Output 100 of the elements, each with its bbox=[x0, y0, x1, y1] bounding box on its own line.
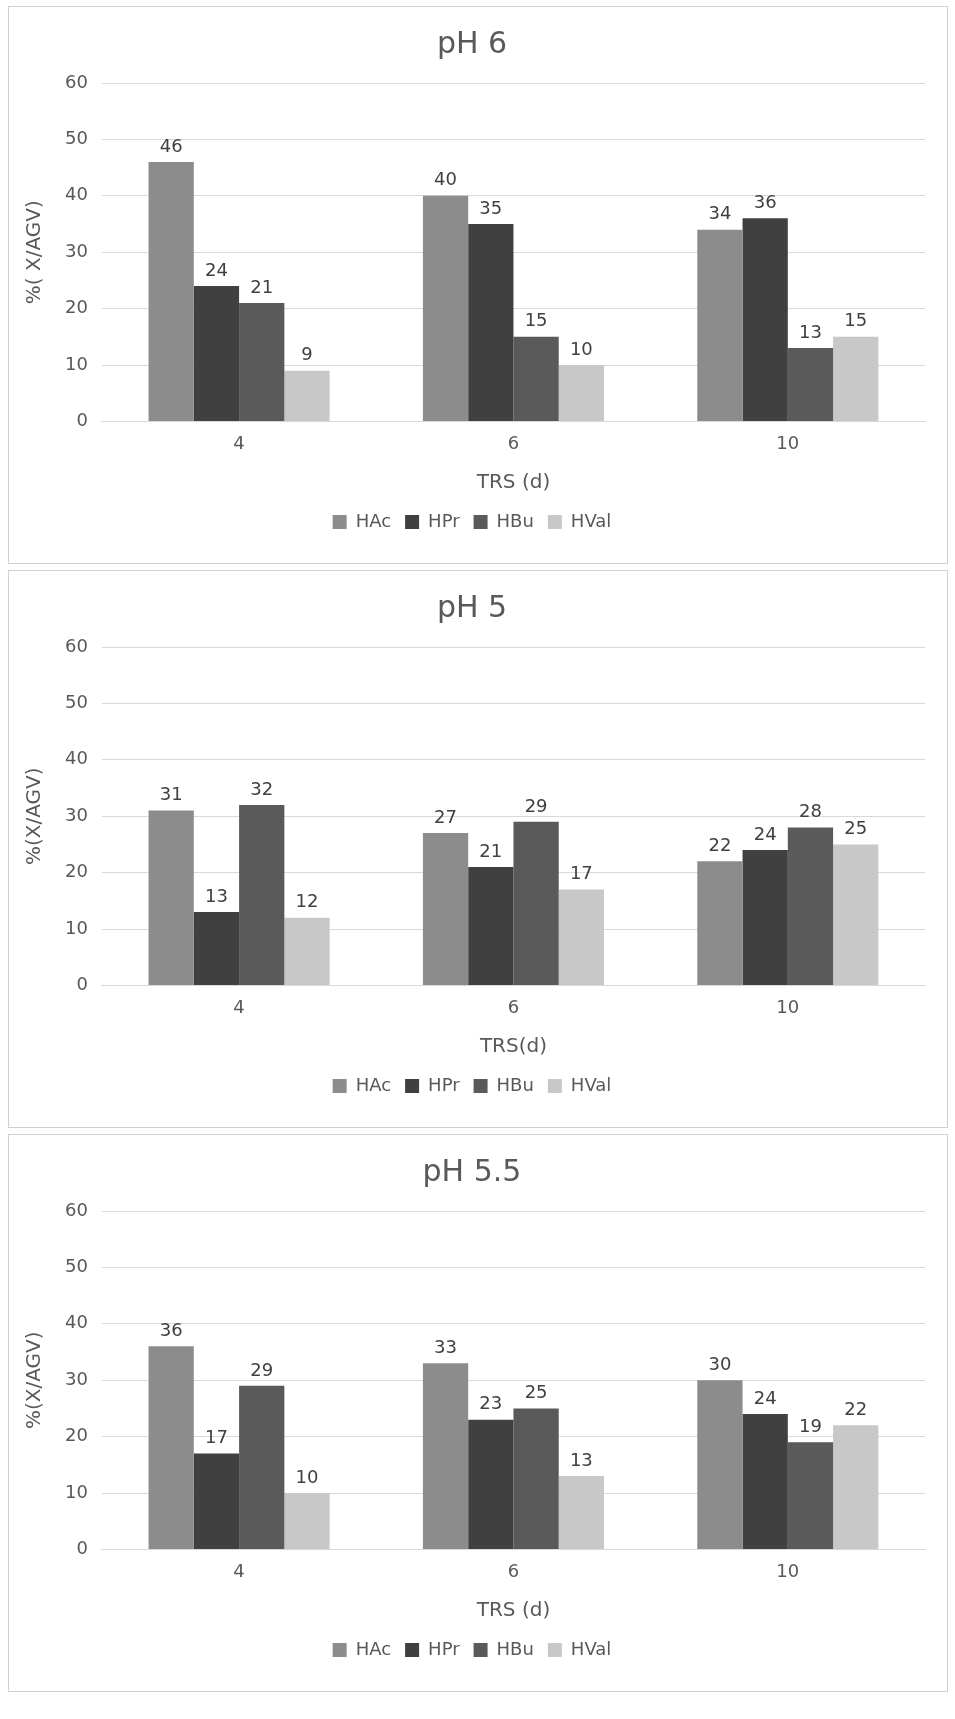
y-tick-label: 0 bbox=[76, 409, 88, 431]
x-tick-label: 6 bbox=[507, 431, 520, 453]
legend-label: HVal bbox=[570, 509, 612, 531]
y-tick-label: 10 bbox=[65, 352, 88, 374]
y-tick-label: 0 bbox=[76, 973, 88, 995]
y-axis-title: %(X/AGV) bbox=[21, 1331, 46, 1429]
data-label: 31 bbox=[159, 783, 183, 805]
data-label: 15 bbox=[844, 309, 868, 331]
data-label: 30 bbox=[708, 1352, 732, 1374]
y-tick-label: 40 bbox=[65, 183, 88, 205]
y-tick-label: 40 bbox=[65, 1311, 88, 1333]
data-label: 36 bbox=[753, 191, 777, 213]
data-label: 23 bbox=[479, 1392, 503, 1414]
bar bbox=[193, 286, 240, 421]
x-axis-title: TRS(d) bbox=[478, 1033, 548, 1058]
bar bbox=[239, 302, 285, 421]
bar bbox=[513, 1408, 559, 1549]
data-label: 24 bbox=[205, 258, 228, 280]
data-label: 17 bbox=[205, 1426, 228, 1448]
x-axis-title: TRS (d) bbox=[475, 469, 551, 494]
x-tick-label: 10 bbox=[776, 1559, 800, 1581]
data-label: 35 bbox=[479, 196, 503, 218]
legend-label: HBu bbox=[496, 509, 534, 531]
y-tick-label: 60 bbox=[65, 1198, 88, 1220]
y-tick-label: 60 bbox=[65, 70, 88, 92]
legend-label: HAc bbox=[355, 1637, 392, 1659]
legend-label: HAc bbox=[355, 509, 392, 531]
bar bbox=[148, 810, 194, 985]
bar bbox=[742, 1414, 788, 1549]
bar bbox=[697, 229, 743, 421]
x-tick-label: 4 bbox=[233, 995, 245, 1017]
data-label: 12 bbox=[295, 890, 319, 912]
data-label: 19 bbox=[799, 1414, 822, 1436]
y-tick-label: 50 bbox=[65, 127, 88, 149]
data-label: 10 bbox=[569, 337, 593, 359]
data-label: 25 bbox=[844, 817, 868, 839]
y-tick-label: 10 bbox=[65, 916, 88, 938]
bar bbox=[742, 850, 788, 985]
y-tick-label: 10 bbox=[65, 1480, 88, 1502]
data-label: 13 bbox=[799, 320, 822, 342]
data-label: 13 bbox=[569, 1448, 593, 1470]
bar bbox=[239, 804, 285, 985]
data-label: 21 bbox=[250, 275, 274, 297]
y-tick-label: 50 bbox=[65, 691, 88, 713]
chart-title: pH 6 bbox=[436, 24, 508, 60]
bar bbox=[513, 336, 559, 421]
bar bbox=[833, 1425, 879, 1549]
bar bbox=[742, 218, 788, 421]
bar bbox=[558, 889, 604, 985]
data-label: 22 bbox=[708, 833, 732, 855]
y-axis-title: %(X/AGV) bbox=[21, 767, 46, 865]
data-label: 29 bbox=[524, 794, 548, 816]
legend-label: HPr bbox=[428, 1637, 461, 1659]
y-tick-label: 20 bbox=[65, 1424, 88, 1446]
x-tick-label: 4 bbox=[233, 431, 245, 453]
bar bbox=[239, 1385, 285, 1549]
bar bbox=[193, 912, 240, 985]
y-tick-label: 30 bbox=[65, 1367, 88, 1389]
bar bbox=[513, 821, 559, 985]
legend-label: HVal bbox=[570, 1637, 612, 1659]
data-label: 21 bbox=[479, 839, 503, 861]
data-label: 15 bbox=[524, 309, 548, 331]
y-tick-label: 0 bbox=[76, 1537, 88, 1559]
legend-label: HPr bbox=[428, 509, 461, 531]
data-label: 24 bbox=[753, 822, 777, 844]
bar bbox=[148, 161, 194, 421]
y-axis-title: %( X/AGV) bbox=[21, 200, 46, 305]
y-tick-label: 60 bbox=[65, 634, 88, 656]
data-label: 40 bbox=[434, 168, 457, 190]
bar bbox=[468, 1419, 514, 1549]
x-tick-label: 6 bbox=[507, 995, 520, 1017]
data-label: 28 bbox=[799, 800, 822, 822]
bar bbox=[558, 1476, 604, 1549]
chart-title: pH 5.5 bbox=[422, 1152, 522, 1188]
bar bbox=[697, 861, 743, 985]
x-tick-label: 10 bbox=[776, 995, 800, 1017]
data-label: 24 bbox=[753, 1386, 777, 1408]
data-label: 32 bbox=[250, 777, 274, 799]
data-label: 46 bbox=[159, 134, 183, 156]
y-tick-label: 20 bbox=[65, 296, 88, 318]
bar bbox=[468, 224, 514, 421]
bar bbox=[422, 1363, 469, 1549]
data-label: 25 bbox=[524, 1381, 548, 1403]
legend-label: HVal bbox=[570, 1073, 612, 1095]
legend-label: HAc bbox=[355, 1073, 392, 1095]
legend-label: HPr bbox=[428, 1073, 461, 1095]
data-label: 36 bbox=[159, 1319, 183, 1341]
bar bbox=[558, 365, 604, 421]
bar bbox=[284, 370, 330, 421]
data-label: 13 bbox=[205, 884, 228, 906]
y-tick-label: 50 bbox=[65, 1255, 88, 1277]
bar bbox=[148, 1346, 194, 1549]
data-label: 10 bbox=[295, 1465, 319, 1487]
y-tick-label: 30 bbox=[65, 239, 88, 261]
y-tick-label: 30 bbox=[65, 803, 88, 825]
bar bbox=[422, 195, 469, 421]
data-label: 17 bbox=[569, 862, 593, 884]
bar bbox=[787, 1442, 834, 1549]
legend-label: HBu bbox=[496, 1637, 534, 1659]
x-tick-label: 4 bbox=[233, 1559, 245, 1581]
